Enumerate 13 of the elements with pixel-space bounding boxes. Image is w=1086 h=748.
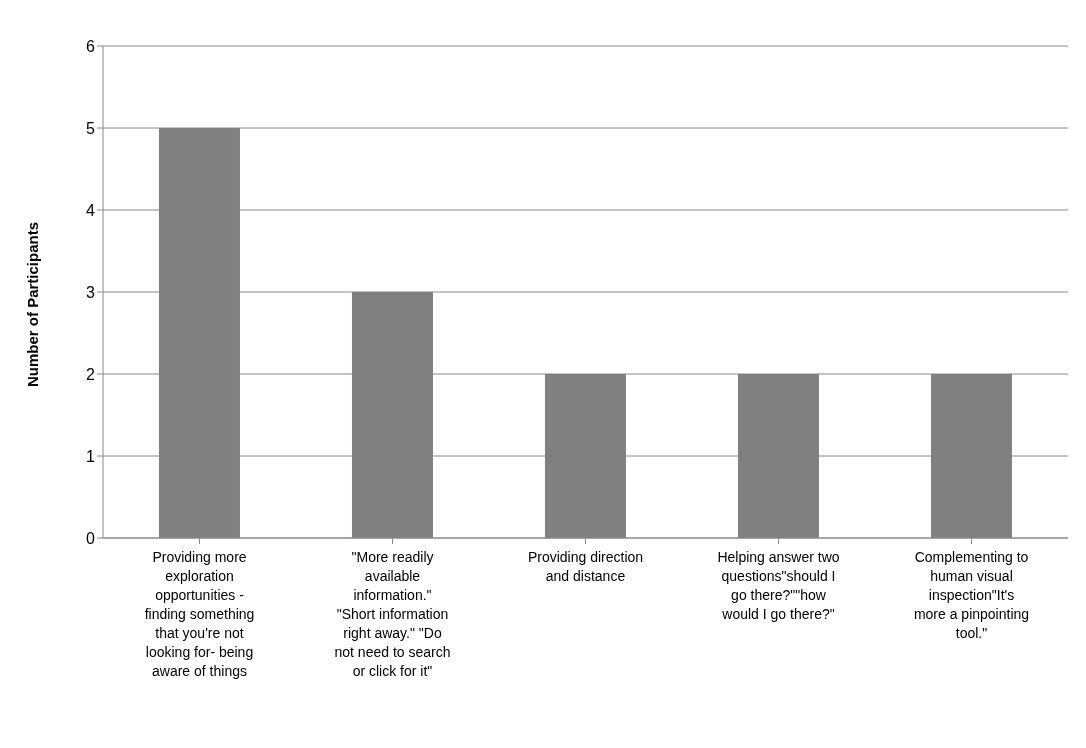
y-tick-label: 2 [86, 365, 96, 383]
x-tick-label: Complementing to human visual inspection"It's more a pinpointing tool." [913, 549, 1030, 641]
y-tick-label: 6 [86, 37, 96, 55]
y-tick-label: 4 [86, 201, 96, 219]
x-tick-label: Providing more exploration opportunities - finding something that you're not looking for- being aware of things [144, 549, 255, 679]
y-tick-label: 0 [86, 529, 96, 547]
y-axis-title: Number of Participants [24, 221, 42, 387]
y-tick-label: 3 [86, 283, 96, 301]
x-tick-label: Helping answer two questions"should I go there?""how would I go there?" [717, 549, 840, 622]
y-tick-label: 1 [86, 447, 96, 465]
x-tick-label: "More readily available information." "Short information right away." "Do not need to search or click for it" [334, 549, 451, 679]
x-tick-label: Providing direction and distance [527, 549, 644, 584]
y-tick-label: 5 [86, 119, 96, 137]
